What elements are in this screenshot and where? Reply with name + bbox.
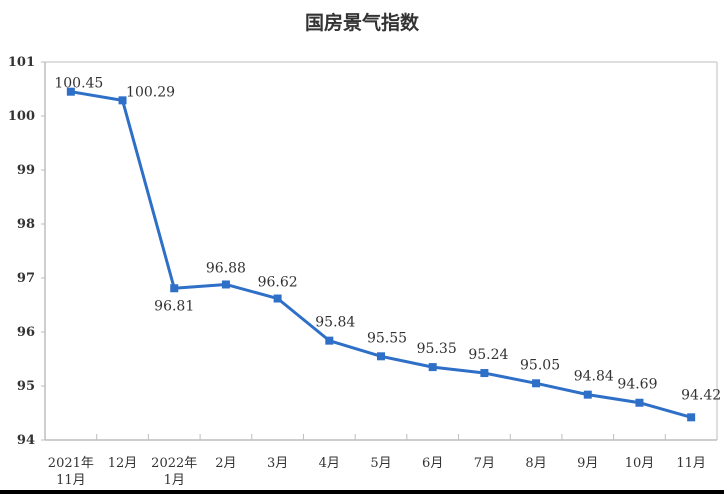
data-label: 94.42 (681, 387, 721, 403)
data-label: 100.29 (126, 84, 175, 100)
data-point-marker (532, 379, 541, 388)
x-tick-label: 6月 (422, 456, 443, 471)
data-label: 94.69 (617, 377, 657, 393)
data-point-marker (687, 413, 696, 422)
data-point-marker (583, 390, 592, 399)
x-tick-label: 9月 (577, 456, 598, 471)
x-tick-label: 11月 (56, 473, 86, 488)
data-label: 95.35 (417, 341, 457, 357)
data-point-marker (480, 369, 489, 378)
y-tick-label: 96 (17, 325, 35, 340)
data-label: 95.84 (315, 315, 355, 331)
data-point-marker (428, 363, 437, 372)
x-tick-label: 7月 (474, 456, 495, 471)
data-label: 95.05 (520, 357, 560, 373)
x-tick-label: 2月 (215, 456, 236, 471)
y-tick-label: 97 (17, 271, 35, 286)
data-point-marker (273, 294, 282, 303)
data-point-marker (325, 336, 334, 345)
y-tick-label: 101 (8, 55, 35, 70)
data-point-marker (66, 87, 75, 96)
data-series (66, 87, 696, 422)
data-point-marker (635, 398, 644, 407)
x-tick-label: 8月 (525, 456, 546, 471)
x-tick-label: 5月 (370, 456, 391, 471)
data-labels: 100.45 100.29 96.81 96.88 96.62 95.84 95.55 95.… (54, 76, 721, 404)
data-label: 96.81 (154, 298, 194, 314)
data-point-marker (118, 96, 127, 105)
x-tick-label: 2021年 (48, 456, 94, 471)
data-label: 95.55 (367, 330, 407, 346)
data-label: 96.62 (258, 275, 298, 291)
data-point-marker (221, 280, 230, 289)
x-tick-label: 10月 (625, 456, 655, 471)
data-label: 100.45 (54, 76, 103, 92)
chart-title: 国房景气指数 (304, 12, 419, 34)
y-tick-label: 94 (17, 433, 35, 448)
plot-frame (44, 61, 718, 441)
y-tick-label: 95 (17, 379, 35, 394)
bottom-rule (0, 490, 724, 494)
y-axis: 94 95 96 97 98 99 100 101 (8, 55, 45, 448)
data-point-marker (170, 284, 179, 293)
x-tick-label: 2022年 (151, 456, 197, 471)
data-label: 96.88 (206, 260, 246, 276)
x-tick-label: 1月 (164, 473, 185, 488)
y-tick-label: 99 (17, 163, 35, 178)
x-tick-label: 3月 (267, 456, 288, 471)
x-tick-label: 12月 (108, 456, 138, 471)
x-axis: 2021年 11月 12月 2022年 1月 2月 3月 4月 5月 6月 7月 8月 9月 10月 11月 (48, 434, 706, 488)
y-tick-label: 100 (8, 109, 35, 124)
y-tick-label: 98 (17, 217, 35, 232)
data-label: 94.84 (574, 369, 614, 385)
x-tick-label: 4月 (319, 456, 340, 471)
data-label: 95.24 (468, 347, 508, 363)
data-point-marker (377, 352, 385, 361)
x-tick-label: 11月 (676, 456, 706, 471)
